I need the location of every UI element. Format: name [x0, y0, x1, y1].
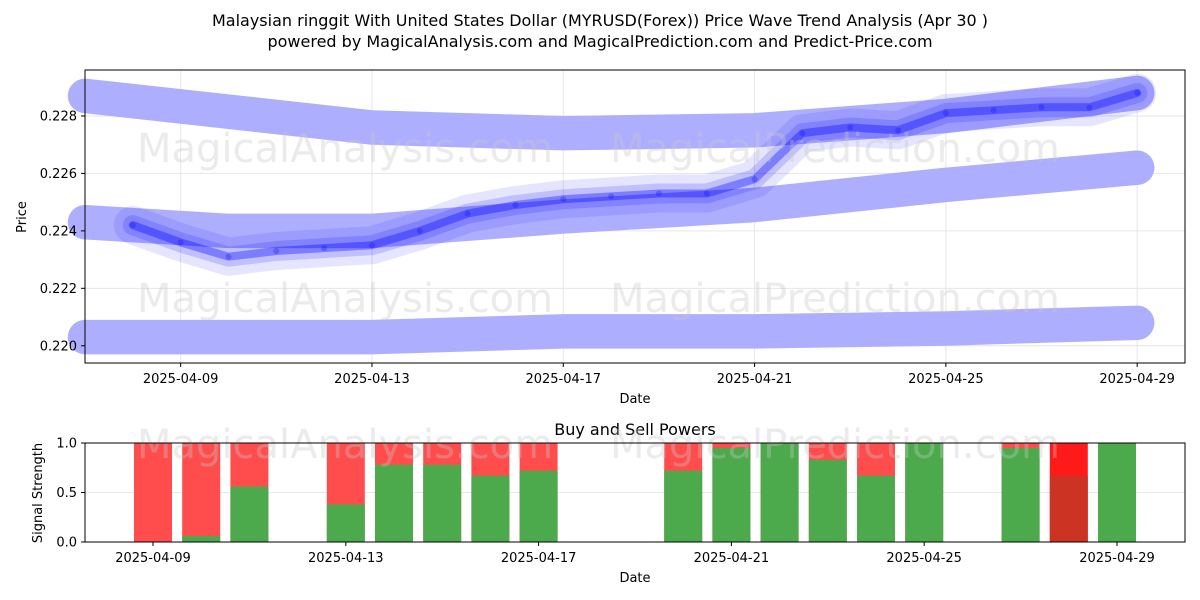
chart-title-line1: Malaysian ringgit With United States Dol…	[212, 11, 988, 30]
price-wave-point	[655, 190, 662, 197]
price-wave-series	[113, 74, 1157, 276]
price-x-tick-label: 2025-04-21	[717, 372, 793, 387]
price-y-ticks: 0.220 0.222 0.224 0.226 0.228	[40, 109, 85, 354]
price-wave-point	[1086, 104, 1093, 111]
power-x-tick-label: 2025-04-29	[1079, 551, 1155, 566]
power-bars	[134, 443, 1136, 542]
price-wave-point	[560, 196, 567, 203]
price-wave-band	[122, 83, 1148, 267]
power-x-tick-label: 2025-04-09	[115, 551, 191, 566]
buy-power-bar	[1098, 443, 1136, 542]
watermark-prediction: MagicalPrediction.com	[610, 126, 1060, 172]
price-x-tick-label: 2025-04-29	[1099, 372, 1175, 387]
price-wave-point	[368, 242, 375, 249]
buy-power-bar	[423, 464, 462, 542]
buy-power-bar	[375, 464, 413, 542]
watermark-analysis: MagicalAnalysis.com	[137, 126, 553, 172]
power-y-tick-label: 0.0	[56, 536, 77, 551]
price-band-lower	[67, 305, 1155, 355]
price-x-tick-label: 2025-04-17	[525, 372, 601, 387]
chart-title-line2: powered by MagicalAnalysis.com and Magic…	[267, 32, 932, 51]
price-y-tick-label: 0.220	[40, 339, 77, 354]
watermark-analysis: MagicalAnalysis.com	[137, 422, 553, 468]
buy-power-bar	[857, 475, 895, 542]
price-x-label: Date	[619, 392, 650, 407]
price-band-middle	[67, 150, 1155, 249]
price-wave-glow	[113, 74, 1157, 276]
power-x-tick-label: 2025-04-17	[501, 551, 577, 566]
price-x-tick-label: 2025-04-13	[334, 372, 410, 387]
power-chart: Buy and Sell Powers MagicalAnalysis.com …	[31, 420, 1186, 586]
price-wave-point	[273, 247, 280, 254]
price-wave-point	[895, 127, 902, 134]
buy-power-bar	[519, 470, 558, 542]
price-wave-point	[129, 222, 136, 229]
price-y-label: Price	[15, 201, 30, 233]
buy-power-bar	[808, 459, 847, 542]
price-x-tick-label: 2025-04-09	[143, 372, 219, 387]
power-x-tick-label: 2025-04-25	[886, 551, 962, 566]
power-x-ticks: 2025-04-09 2025-04-13 2025-04-17 2025-04-21…	[115, 542, 1155, 566]
price-x-ticks: 2025-04-09 2025-04-13 2025-04-17 2025-04-21…	[143, 363, 1175, 387]
power-y-label: Signal Strength	[31, 443, 46, 543]
price-wave-point	[177, 239, 184, 246]
buy-power-bar	[471, 475, 510, 542]
watermark-prediction: MagicalPrediction.com	[610, 422, 1060, 468]
price-wave-point	[608, 193, 615, 200]
buy-power-bar	[1001, 447, 1040, 542]
watermark-prediction: MagicalPrediction.com	[610, 276, 1060, 322]
price-wave-point	[225, 253, 232, 260]
price-wave-point	[751, 176, 758, 183]
buy-power-bar	[760, 443, 799, 542]
price-wave-point	[703, 190, 710, 197]
buy-power-bar	[1049, 475, 1088, 542]
price-wave-point	[799, 130, 806, 137]
sell-power-bar	[182, 443, 221, 542]
price-wave-point	[416, 227, 423, 234]
power-y-tick-label: 0.5	[56, 486, 77, 501]
price-y-tick-label: 0.224	[40, 224, 77, 239]
price-y-tick-label: 0.228	[40, 109, 77, 124]
power-y-ticks: 0.0 0.5 1.0	[56, 437, 85, 551]
power-x-label: Date	[619, 571, 650, 586]
price-wave-point	[1038, 104, 1045, 111]
price-wave-point	[990, 107, 997, 114]
power-x-tick-label: 2025-04-21	[694, 551, 770, 566]
price-bands	[67, 75, 1155, 355]
buy-power-bar	[712, 447, 751, 542]
power-title: Buy and Sell Powers	[554, 420, 716, 439]
price-wave-point	[512, 202, 519, 209]
price-wave-point	[321, 245, 328, 252]
price-axes-frame	[84, 69, 1186, 364]
power-y-tick-label: 1.0	[56, 437, 77, 452]
price-wave-point	[847, 124, 854, 131]
price-x-tick-label: 2025-04-25	[908, 372, 984, 387]
buy-power-bar	[230, 486, 269, 542]
buy-power-bar	[664, 470, 703, 542]
buy-power-bar	[326, 504, 365, 542]
price-y-tick-label: 0.222	[40, 282, 77, 297]
sell-power-bar	[134, 443, 172, 542]
buy-power-bar	[905, 443, 944, 542]
price-chart: MagicalAnalysis.com MagicalPrediction.co…	[15, 69, 1186, 407]
price-band-upper	[67, 75, 1155, 151]
price-wave-point	[942, 110, 949, 117]
buy-power-bar	[182, 536, 221, 542]
price-wave-point	[464, 210, 471, 217]
price-y-tick-label: 0.226	[40, 167, 77, 182]
power-x-tick-label: 2025-04-13	[308, 551, 384, 566]
price-wave-point	[1134, 89, 1141, 96]
price-wave-line	[128, 89, 1142, 261]
watermark-analysis: MagicalAnalysis.com	[137, 276, 553, 322]
